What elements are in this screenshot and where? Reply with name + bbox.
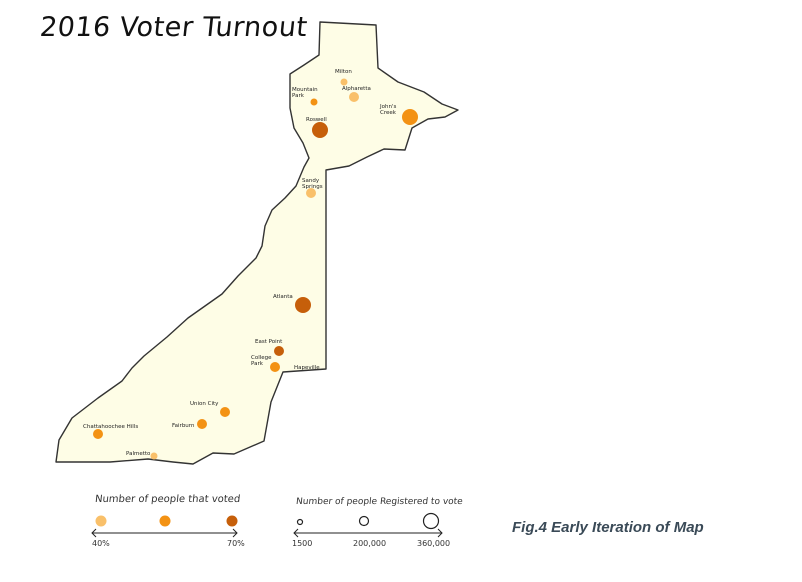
turnout-max-label: 70% [227, 539, 245, 548]
alpharetta-label: Alpharetta [342, 86, 371, 92]
registered-label-mid: 200,000 [353, 539, 387, 548]
roswell-marker [312, 122, 328, 138]
registered-label-min: 1500 [292, 539, 313, 548]
johns-creek-label: John's Creek [379, 104, 397, 116]
registered-label-max: 360,000 [417, 539, 451, 548]
mountain-park-label: Mountain Park [292, 87, 318, 99]
turnout-min-label: 40% [92, 539, 110, 548]
mountain-park-marker [310, 98, 318, 106]
chattahoochee-hills-label: Chattahoochee Hills [83, 424, 138, 430]
turnout-legend-title: Number of people that voted [94, 494, 241, 505]
registered-legend-medium-marker [358, 515, 370, 527]
johns-creek-marker [402, 109, 418, 125]
atlanta-label: Atlanta [273, 294, 293, 300]
east-point-label: East Point [255, 339, 283, 345]
union-city-marker [220, 407, 230, 417]
turnout-legend-mid-marker [159, 515, 171, 527]
palmetto-marker [150, 452, 158, 460]
fairburn-marker [197, 419, 207, 429]
hapeville-label: Hapeville [294, 365, 320, 371]
registered-legend-title: Number of people Registered to vote [295, 497, 464, 507]
turnout-legend-low-marker [95, 515, 107, 527]
college-park-marker [270, 362, 280, 372]
union-city-label: Union City [190, 401, 219, 407]
roswell-label: Roswell [306, 117, 327, 123]
fairburn-label: Fairburn [172, 423, 195, 429]
turnout-scale-arrow-right [232, 528, 238, 538]
college-park-label: College Park [251, 355, 272, 367]
alpharetta-marker [349, 92, 359, 102]
registered-legend-large-marker [422, 512, 440, 530]
turnout-scale-arrow-left [91, 528, 97, 538]
turnout-legend-high-marker [226, 515, 238, 527]
figure-caption: Fig.4 Early Iteration of Map [512, 519, 704, 536]
sandy-springs-label: Sandy Springs [302, 178, 323, 190]
county-outline [55, 21, 459, 465]
milton-label: Milton [335, 69, 352, 75]
atlanta-marker [295, 297, 311, 313]
east-point-marker [274, 346, 284, 356]
registered-scale-arrow-right [437, 528, 443, 538]
sandy-springs-marker [306, 188, 316, 198]
registered-legend-small-marker [296, 518, 304, 526]
chattahoochee-hills-marker [93, 429, 103, 439]
registered-scale-arrow-left [293, 528, 299, 538]
milton-marker [340, 78, 348, 86]
palmetto-label: Palmetto [126, 451, 151, 457]
